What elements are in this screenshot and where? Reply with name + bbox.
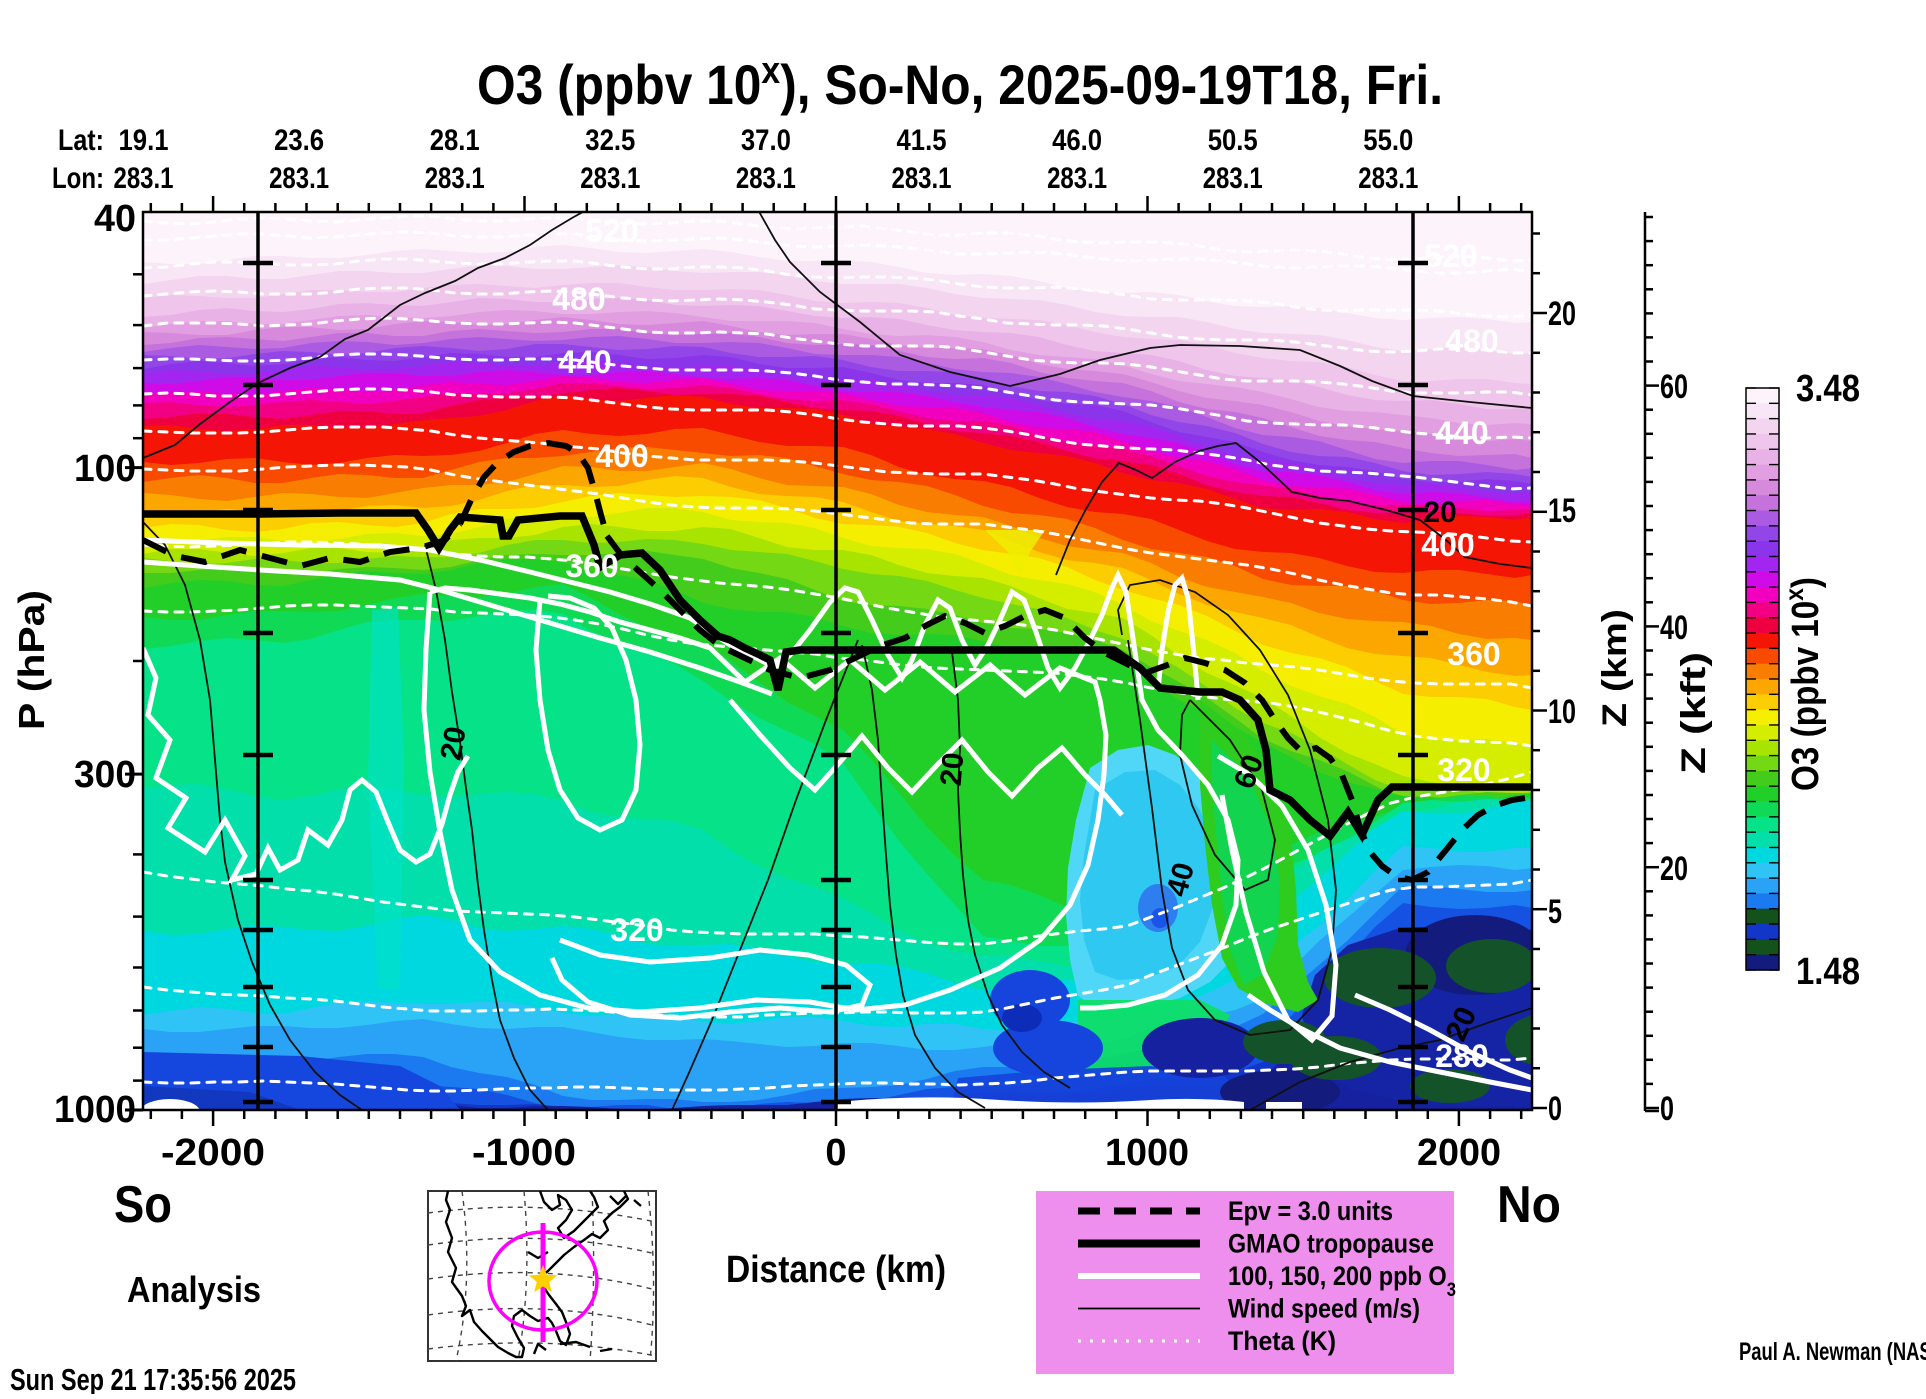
svg-text:283.1: 283.1 <box>425 162 485 195</box>
svg-text:Sun Sep 21 17:35:56 2025: Sun Sep 21 17:35:56 2025 <box>10 1362 296 1394</box>
svg-text:So: So <box>114 1176 172 1234</box>
svg-text:360: 360 <box>1447 636 1500 672</box>
svg-text:50.5: 50.5 <box>1208 124 1258 157</box>
svg-text:20: 20 <box>434 724 472 763</box>
svg-text:15: 15 <box>1548 492 1576 530</box>
svg-text:0: 0 <box>1660 1090 1674 1128</box>
svg-text:Theta (K): Theta (K) <box>1228 1326 1336 1356</box>
svg-text:520: 520 <box>585 213 638 249</box>
svg-text:Z (kft): Z (kft) <box>1675 652 1713 774</box>
svg-text:Wind speed (m/s): Wind speed (m/s) <box>1228 1294 1420 1324</box>
svg-text:480: 480 <box>1445 323 1498 359</box>
svg-text:400: 400 <box>595 438 648 474</box>
svg-text:283.1: 283.1 <box>892 162 952 195</box>
svg-text:360: 360 <box>565 548 618 584</box>
svg-text:520: 520 <box>1424 238 1477 274</box>
svg-text:41.5: 41.5 <box>897 124 947 157</box>
svg-text:Epv = 3.0 units: Epv = 3.0 units <box>1228 1196 1393 1226</box>
svg-text:1.48: 1.48 <box>1796 951 1860 993</box>
svg-text:440: 440 <box>1435 415 1488 451</box>
svg-text:1000: 1000 <box>54 1089 136 1131</box>
svg-text:19.1: 19.1 <box>119 124 169 157</box>
svg-text:283.1: 283.1 <box>1358 162 1418 195</box>
svg-text:-1000: -1000 <box>472 1132 576 1174</box>
svg-text:No: No <box>1497 1176 1561 1234</box>
svg-text:60: 60 <box>1660 368 1688 406</box>
svg-text:283.1: 283.1 <box>269 162 329 195</box>
svg-text:Distance (km): Distance (km) <box>726 1249 946 1291</box>
svg-text:20: 20 <box>1548 295 1576 333</box>
svg-text:440: 440 <box>558 344 611 380</box>
svg-text:320: 320 <box>1437 752 1490 788</box>
svg-text:40: 40 <box>94 198 136 240</box>
svg-text:320: 320 <box>610 912 663 948</box>
svg-text:0: 0 <box>825 1132 846 1174</box>
svg-text:28.1: 28.1 <box>430 124 480 157</box>
svg-text:O3 (ppbv 10x), So-No, 2025-09-: O3 (ppbv 10x), So-No, 2025-09-19T18, Fri… <box>477 50 1443 116</box>
svg-text:55.0: 55.0 <box>1363 124 1413 157</box>
svg-text:Lat:: Lat: <box>58 124 104 157</box>
svg-text:2000: 2000 <box>1417 1132 1501 1174</box>
svg-text:Z (km): Z (km) <box>1596 609 1634 727</box>
svg-text:-2000: -2000 <box>161 1132 265 1174</box>
svg-text:10: 10 <box>1548 693 1576 731</box>
svg-text:GMAO tropopause: GMAO tropopause <box>1228 1229 1434 1259</box>
svg-text:283.1: 283.1 <box>1047 162 1107 195</box>
svg-text:Paul A. Newman (NASA: Paul A. Newman (NASA <box>1739 1338 1926 1366</box>
svg-text:283.1: 283.1 <box>1203 162 1263 195</box>
svg-text:100: 100 <box>74 448 136 490</box>
svg-text:283.1: 283.1 <box>736 162 796 195</box>
svg-text:Lon:: Lon: <box>52 162 104 195</box>
svg-text:40: 40 <box>1660 609 1688 647</box>
svg-text:3.48: 3.48 <box>1796 368 1860 410</box>
svg-text:23.6: 23.6 <box>274 124 324 157</box>
svg-text:37.0: 37.0 <box>741 124 791 157</box>
svg-text:300: 300 <box>74 754 136 796</box>
svg-text:283.1: 283.1 <box>580 162 640 195</box>
svg-text:1000: 1000 <box>1105 1132 1189 1174</box>
svg-text:280: 280 <box>1435 1038 1488 1074</box>
svg-text:P (hPa): P (hPa) <box>11 590 52 730</box>
svg-text:0: 0 <box>1548 1090 1562 1128</box>
svg-text:Analysis: Analysis <box>127 1269 261 1310</box>
svg-text:283.1: 283.1 <box>114 162 174 195</box>
svg-text:5: 5 <box>1548 893 1562 931</box>
svg-text:20: 20 <box>935 751 971 787</box>
svg-text:20: 20 <box>1660 850 1688 888</box>
svg-text:480: 480 <box>552 281 605 317</box>
svg-text:400: 400 <box>1421 527 1474 563</box>
svg-text:20: 20 <box>1423 496 1456 529</box>
svg-text:32.5: 32.5 <box>585 124 635 157</box>
svg-text:O3 (ppbv 10x): O3 (ppbv 10x) <box>1779 577 1827 791</box>
svg-text:46.0: 46.0 <box>1052 124 1102 157</box>
